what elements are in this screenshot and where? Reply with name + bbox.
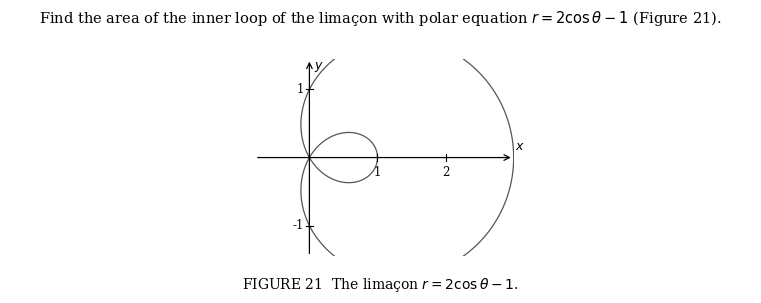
Text: FIGURE 21  The limaçon $r = 2\cos\theta - 1$.: FIGURE 21 The limaçon $r = 2\cos\theta -… <box>242 276 519 294</box>
Text: 2: 2 <box>442 166 449 179</box>
Text: -1: -1 <box>292 219 304 232</box>
Text: $x$: $x$ <box>515 140 525 153</box>
Text: $y$: $y$ <box>314 60 324 74</box>
Text: 1: 1 <box>374 166 381 179</box>
Text: 1: 1 <box>297 83 304 96</box>
Text: Find the area of the inner loop of the limaçon with polar equation $r = 2\cos\th: Find the area of the inner loop of the l… <box>39 9 722 28</box>
Polygon shape <box>310 132 377 183</box>
Polygon shape <box>301 38 514 278</box>
